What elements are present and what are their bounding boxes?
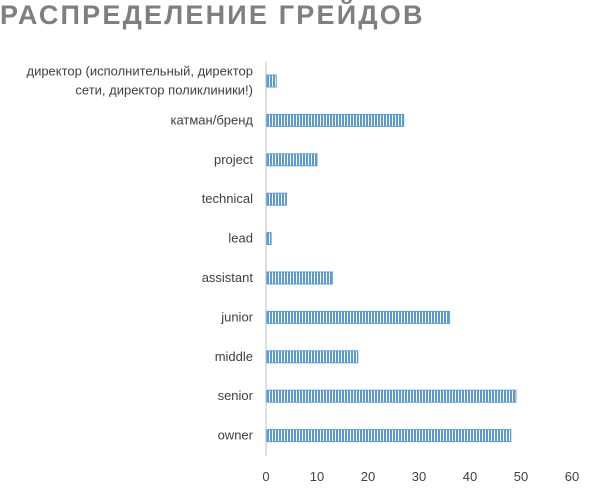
category-label-5: assistant xyxy=(202,270,254,285)
category-label-9: owner xyxy=(218,428,254,443)
category-label-line: middle xyxy=(215,349,253,364)
category-label-3: technical xyxy=(202,191,253,206)
category-label-line: lead xyxy=(228,231,253,246)
bars-layer xyxy=(266,74,517,443)
bar-9 xyxy=(266,429,512,443)
category-label-line: катман/бренд xyxy=(170,112,253,127)
category-label-line: сети, директор поликлиники!) xyxy=(75,83,253,98)
category-label-2: project xyxy=(214,152,253,167)
category-label-8: senior xyxy=(218,388,254,403)
bar-8 xyxy=(266,389,517,403)
bar-3 xyxy=(266,192,287,206)
x-tick-label-30: 30 xyxy=(412,469,426,484)
bar-5 xyxy=(266,271,333,285)
category-label-line: senior xyxy=(218,388,254,403)
category-label-7: middle xyxy=(215,349,253,364)
category-label-line: project xyxy=(214,152,253,167)
category-label-line: technical xyxy=(202,191,253,206)
bar-1 xyxy=(266,113,405,127)
x-axis-tick-labels: 0 10 20 30 40 50 60 xyxy=(262,469,579,484)
x-tick-label-10: 10 xyxy=(310,469,324,484)
x-tick-label-40: 40 xyxy=(463,469,477,484)
category-label-line: директор (исполнительный, директор xyxy=(26,64,253,79)
bar-7 xyxy=(266,350,359,364)
category-label-4: lead xyxy=(228,231,253,246)
x-tick-label-20: 20 xyxy=(361,469,375,484)
x-tick-label-60: 60 xyxy=(565,469,579,484)
x-tick-label-0: 0 xyxy=(262,469,269,484)
category-label-0: директор (исполнительный, директор сети, … xyxy=(26,64,253,98)
x-tick-label-50: 50 xyxy=(514,469,528,484)
bar-0 xyxy=(266,74,277,88)
category-labels: директор (исполнительный, директор сети, … xyxy=(26,64,253,443)
chart-title: РАСПРЕДЕЛЕНИЕ ГРЕЙДОВ xyxy=(0,0,425,30)
bar-4 xyxy=(266,232,272,246)
category-label-line: owner xyxy=(218,428,254,443)
category-label-line: assistant xyxy=(202,270,254,285)
category-label-6: junior xyxy=(220,309,253,324)
category-label-1: катман/бренд xyxy=(170,112,253,127)
bar-6 xyxy=(266,310,451,324)
bar-2 xyxy=(266,153,318,167)
category-label-line: junior xyxy=(220,309,253,324)
